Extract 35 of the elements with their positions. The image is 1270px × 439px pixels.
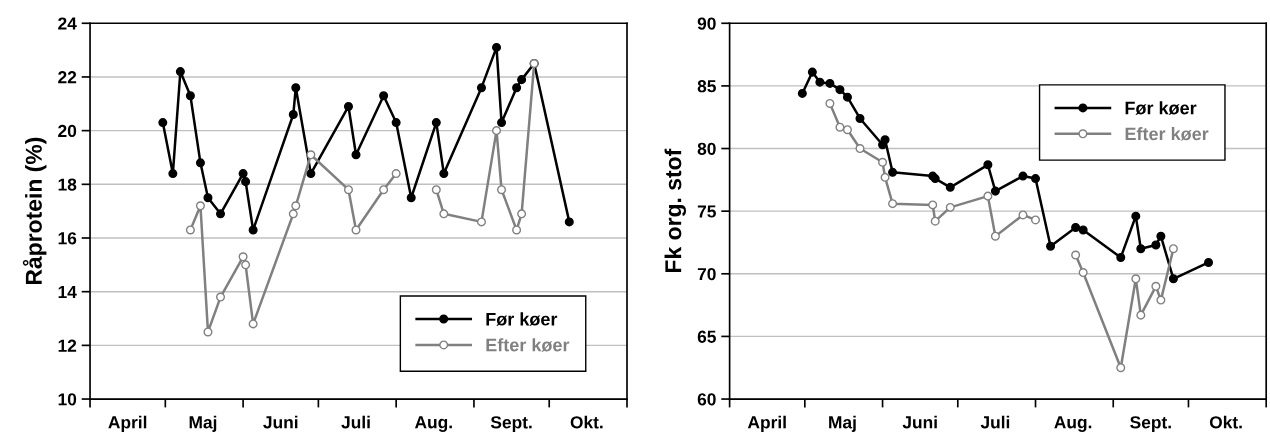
y-tick-label: 85 bbox=[697, 80, 716, 93]
y-tick-label: 90 bbox=[697, 17, 716, 30]
y-tick-label: 12 bbox=[58, 339, 77, 352]
y-axis-title: Fk org. stof bbox=[664, 148, 686, 272]
y-tick-label: 65 bbox=[697, 330, 716, 343]
y-tick-label: 18 bbox=[58, 178, 77, 191]
y-tick-label: 16 bbox=[58, 232, 77, 245]
x-tick-label: Juli bbox=[980, 415, 1010, 429]
y-tick-label: 70 bbox=[697, 267, 716, 281]
y-tick-label: 75 bbox=[697, 205, 716, 218]
x-tick-label: Aug. bbox=[414, 416, 452, 432]
x-tick-label: Maj bbox=[189, 415, 217, 432]
x-tick-label: Aug. bbox=[1054, 416, 1092, 432]
legend-label: Før køer bbox=[1125, 101, 1197, 115]
y-tick-label: 80 bbox=[697, 142, 716, 155]
legend-label: Efter køer bbox=[1125, 127, 1209, 141]
x-tick-label: Sept. bbox=[1130, 416, 1171, 432]
y-tick-label: 20 bbox=[58, 124, 77, 138]
y-axis-title: Råprotein (%) bbox=[22, 137, 47, 285]
y-tick-label: 14 bbox=[58, 286, 77, 298]
x-tick-label: April bbox=[108, 415, 147, 432]
legend-label: Før køer bbox=[486, 312, 558, 326]
x-tick-label: Okt. bbox=[1209, 415, 1242, 429]
y-tick-label: 24 bbox=[58, 17, 77, 30]
x-tick-label: Juli bbox=[341, 415, 370, 429]
x-tick-label: Maj bbox=[829, 415, 856, 432]
y-tick-label: 60 bbox=[697, 393, 716, 406]
x-tick-label: Juni bbox=[902, 415, 937, 429]
y-tick-label: 22 bbox=[58, 71, 77, 84]
x-tick-label: Juni bbox=[263, 415, 298, 429]
x-tick-label: Sept. bbox=[490, 416, 532, 432]
x-tick-label: April bbox=[747, 415, 786, 432]
x-tick-label: Okt. bbox=[570, 415, 603, 429]
legend-label: Efter køer bbox=[486, 338, 570, 352]
y-tick-label: 10 bbox=[58, 393, 77, 406]
